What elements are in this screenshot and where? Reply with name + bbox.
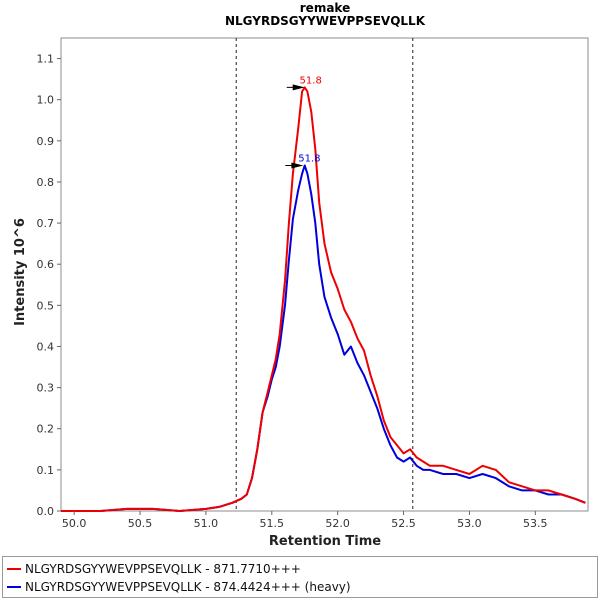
x-axis-ticks: 50.0 50.5 51.0 51.5 52.0 52.5 53.0 53.5 xyxy=(62,511,548,530)
x-tick-label: 52.0 xyxy=(325,517,350,530)
chart-subtitle: NLGYRDSGYYWEVPPSEVQLLK xyxy=(225,14,426,28)
x-tick-label: 53.0 xyxy=(457,517,482,530)
y-axis-ticks: 0.0 0.1 0.2 0.3 0.4 0.5 0.6 0.7 0.8 0.9 1.0 1.1 xyxy=(37,53,61,518)
x-tick-label: 52.5 xyxy=(391,517,416,530)
y-tick-label: 0.6 xyxy=(37,258,55,271)
plot-area xyxy=(60,37,589,512)
x-tick-label: 53.5 xyxy=(523,517,548,530)
x-tick-label: 51.5 xyxy=(260,517,285,530)
series-layer xyxy=(61,86,586,512)
peak-label-light: 51.8 xyxy=(300,75,322,86)
y-tick-label: 0.7 xyxy=(37,217,55,230)
chromatogram-chart: remake NLGYRDSGYYWEVPPSEVQLLK 51.8 51.8 5… xyxy=(13,1,589,549)
peak-label-heavy: 51.8 xyxy=(298,154,320,165)
x-tick-label: 50.5 xyxy=(128,517,153,530)
series-line-light xyxy=(61,86,586,512)
y-tick-label: 0.0 xyxy=(37,505,55,518)
y-tick-label: 0.3 xyxy=(37,382,55,395)
x-tick-label: 50.0 xyxy=(62,517,87,530)
y-tick-label: 0.9 xyxy=(37,135,55,148)
chart-title: remake xyxy=(300,1,350,15)
boundary-markers xyxy=(235,38,414,511)
legend: NLGYRDSGYYWEVPPSEVQLLK - 871.7710+++ NLG… xyxy=(2,556,598,598)
y-axis-label: Intensity 10^6 xyxy=(13,218,28,326)
legend-item-light: NLGYRDSGYYWEVPPSEVQLLK - 871.7710+++ xyxy=(7,560,301,578)
x-axis-label: Retention Time xyxy=(269,534,381,549)
y-tick-label: 0.1 xyxy=(37,464,55,477)
legend-swatch-heavy xyxy=(7,586,21,588)
legend-swatch-light xyxy=(7,568,21,570)
legend-label-light: NLGYRDSGYYWEVPPSEVQLLK - 871.7710+++ xyxy=(25,562,301,576)
x-tick-label: 51.0 xyxy=(194,517,219,530)
legend-item-heavy: NLGYRDSGYYWEVPPSEVQLLK - 874.4424+++ (he… xyxy=(7,578,351,596)
y-tick-label: 0.2 xyxy=(37,423,55,436)
y-tick-label: 0.4 xyxy=(37,340,55,353)
y-tick-label: 1.1 xyxy=(37,53,55,66)
peak-annotations: 51.8 51.8 xyxy=(285,75,322,169)
y-tick-label: 1.0 xyxy=(37,94,55,107)
y-tick-label: 0.5 xyxy=(37,299,55,312)
legend-label-heavy: NLGYRDSGYYWEVPPSEVQLLK - 874.4424+++ (he… xyxy=(25,580,351,594)
y-tick-label: 0.8 xyxy=(37,176,55,189)
